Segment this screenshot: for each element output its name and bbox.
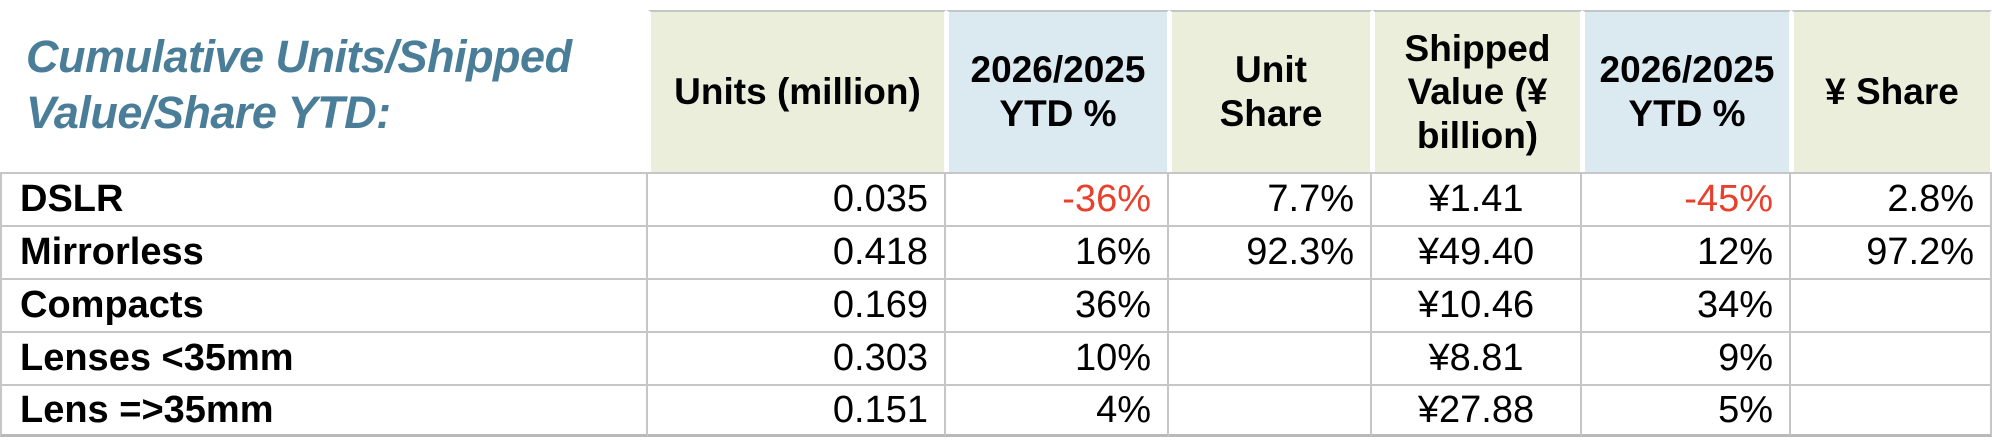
column-header-unit-share: Unit Share [1169, 10, 1372, 172]
cell-yen-share [1791, 331, 1992, 384]
cell-units: 0.169 [648, 278, 946, 331]
row-label: Mirrorless [0, 225, 648, 278]
cell-yen-share: 2.8% [1791, 172, 1992, 225]
cell-units-ytd: 4% [946, 384, 1169, 437]
cell-unit-share: 92.3% [1169, 225, 1372, 278]
cell-value-ytd: -45% [1582, 172, 1791, 225]
cell-shipped-value: ¥8.81 [1372, 331, 1582, 384]
cell-units: 0.418 [648, 225, 946, 278]
cell-units-ytd: -36% [946, 172, 1169, 225]
page-title: Cumulative Units/Shipped Value/Share YTD… [26, 29, 572, 142]
cell-units-ytd: 16% [946, 225, 1169, 278]
cell-shipped-value: ¥27.88 [1372, 384, 1582, 437]
cell-yen-share [1791, 278, 1992, 331]
cell-unit-share [1169, 278, 1372, 331]
cell-value-ytd: 34% [1582, 278, 1791, 331]
cell-units: 0.151 [648, 384, 946, 437]
column-header-value-ytd-pct: 2026/2025 YTD % [1582, 10, 1791, 172]
cell-yen-share [1791, 384, 1992, 437]
cell-units-ytd: 10% [946, 331, 1169, 384]
cell-unit-share: 7.7% [1169, 172, 1372, 225]
row-label: Lenses <35mm [0, 331, 648, 384]
cell-shipped-value: ¥1.41 [1372, 172, 1582, 225]
column-header-shipped-value: Shipped Value (¥ billion) [1372, 10, 1582, 172]
column-header-yen-share: ¥ Share [1791, 10, 1992, 172]
column-header-units-million: Units (million) [648, 10, 946, 172]
row-label: DSLR [0, 172, 648, 225]
cell-units: 0.035 [648, 172, 946, 225]
shipment-summary-table: Cumulative Units/Shipped Value/Share YTD… [0, 10, 1992, 437]
cell-shipped-value: ¥10.46 [1372, 278, 1582, 331]
title-line-1: Cumulative Units/Shipped [26, 30, 572, 82]
row-label: Compacts [0, 278, 648, 331]
cell-units-ytd: 36% [946, 278, 1169, 331]
column-header-units-ytd-pct: 2026/2025 YTD % [946, 10, 1169, 172]
cell-unit-share [1169, 331, 1372, 384]
cell-shipped-value: ¥49.40 [1372, 225, 1582, 278]
cell-value-ytd: 5% [1582, 384, 1791, 437]
cell-value-ytd: 9% [1582, 331, 1791, 384]
cell-units: 0.303 [648, 331, 946, 384]
table-title-cell: Cumulative Units/Shipped Value/Share YTD… [0, 10, 648, 172]
row-label: Lens =>35mm [0, 384, 648, 437]
cell-unit-share [1169, 384, 1372, 437]
title-line-2: Value/Share YTD: [26, 87, 391, 138]
cell-yen-share: 97.2% [1791, 225, 1992, 278]
cell-value-ytd: 12% [1582, 225, 1791, 278]
